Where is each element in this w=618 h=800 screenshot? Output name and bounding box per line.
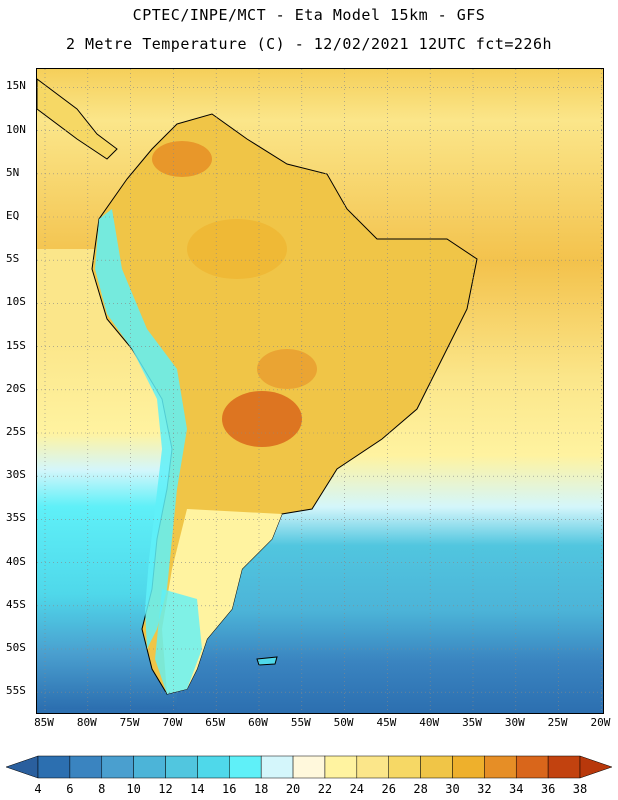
colorbar-segment [165,755,198,779]
colorbar-segment [324,755,358,779]
lat-label: 20S [6,381,26,395]
lon-label: 40W [419,716,440,729]
lat-label: 15N [6,79,26,93]
lat-lon-grid [37,69,603,713]
colorbar-segment [37,755,71,779]
colorbar-segment [356,755,389,779]
colorbar-label: 20 [285,782,301,796]
colorbar-segment [229,755,262,779]
hot-spot-mato-grosso [257,349,317,389]
lon-label: 65W [205,716,226,729]
colorbar [5,755,613,779]
lon-label: 85W [34,716,54,729]
hot-spot-venezuela [152,141,212,177]
colorbar-label: 30 [445,782,460,796]
lon-label: 75W [119,716,140,729]
colorbar-right-arrow [579,755,613,779]
lat-label: 10N [6,122,26,136]
colorbar-label: 6 [66,782,74,796]
colorbar-label: 12 [158,782,173,796]
colorbar-segment [484,755,517,779]
colorbar-label: 32 [477,782,492,796]
colorbar-segment [547,755,581,779]
lat-label: 45S [6,597,26,611]
title-line-1: CPTEC/INPE/MCT - Eta Model 15km - GFS [132,6,486,24]
colorbar-label: 26 [381,782,396,796]
colorbar-segment [260,755,294,779]
lon-label: 60W [248,716,268,729]
colorbar-label: 4 [34,782,42,796]
andes-cold-strip [95,209,187,649]
lon-label: 30W [504,716,525,729]
colorbar-segment [197,755,230,779]
colorbar-label: 38 [572,782,588,796]
colorbar-segment [133,755,166,779]
colorbar-label: 14 [190,782,205,796]
colorbar-segment [101,755,134,779]
falklands [256,656,278,666]
lon-label: 55W [290,716,311,729]
central-america-land [37,78,118,160]
lon-label: 70W [162,716,183,729]
lon-label: 35W [462,716,482,729]
lat-label: 40S [6,554,26,568]
title-line-2: 2 Metre Temperature (C) - 12/02/2021 12U… [65,35,553,53]
colorbar-label: 22 [317,782,333,796]
colorbar-label: 24 [349,782,365,796]
lat-label: 35S [6,511,26,525]
lon-label: 25W [547,716,568,729]
lat-label: 30S [6,468,26,482]
lat-label: EQ [6,209,20,222]
colorbar-segment [515,755,549,779]
lon-label: 20W [590,716,611,729]
colorbar-label: 28 [413,782,428,796]
colorbar-label: 18 [253,782,269,796]
lat-label: 25S [6,425,26,438]
colorbar-segment [69,755,103,779]
patagonia-south-cold [155,589,202,694]
temperature-map [36,68,604,714]
colorbar-label: 10 [126,782,141,796]
colorbar-segment [388,755,421,779]
lat-label: 50S [6,641,26,654]
lon-label: 80W [76,716,97,729]
colorbar-label: 34 [509,782,524,796]
lat-label: 5S [6,252,20,266]
lat-label: 55S [6,684,26,698]
colorbar-left-arrow [5,755,39,779]
lat-label: 10S [6,295,26,309]
lat-label: 5N [6,165,20,179]
colorbar-segment [292,755,326,779]
lon-label: 50W [333,716,354,729]
colorbar-label: 36 [540,782,556,796]
lat-label: 15S [6,338,26,352]
hot-spot-amazon [187,219,287,279]
colorbar-segment [420,755,453,779]
colorbar-segment [452,755,485,779]
colorbar-label: 8 [98,782,106,796]
lon-label: 45W [376,716,397,729]
hot-spot-chaco [222,391,302,447]
colorbar-label: 16 [222,782,237,796]
